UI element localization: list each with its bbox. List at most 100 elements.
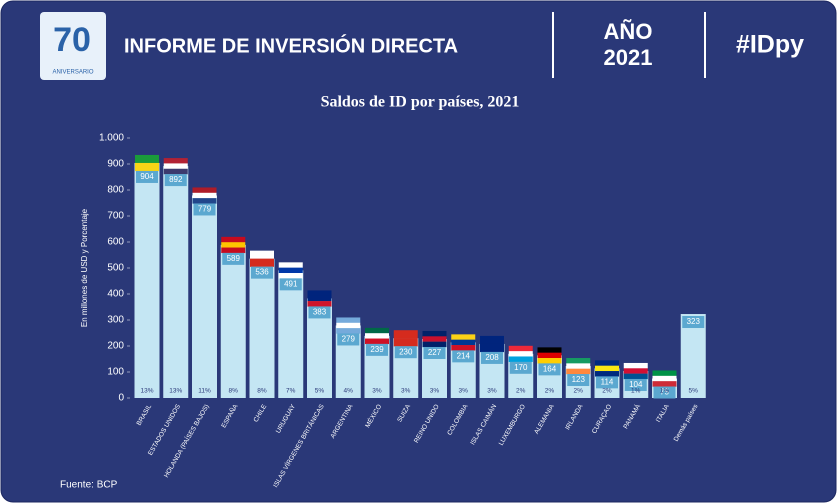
- value-label: 227: [428, 348, 442, 357]
- bar: [134, 162, 160, 398]
- share-label: 1%: [660, 388, 670, 395]
- y-tick-label: 300: [107, 315, 124, 326]
- flag: [537, 358, 562, 364]
- flag: [163, 163, 188, 169]
- flag: [623, 373, 648, 380]
- flag: [307, 290, 332, 296]
- value-label-box: [279, 278, 302, 291]
- share-label: 8%: [229, 388, 239, 395]
- logo-text: ANIVERSARIO: [52, 70, 93, 76]
- share-label: 2%: [574, 388, 584, 395]
- flag: [192, 198, 217, 204]
- share-label: 3%: [430, 388, 440, 395]
- flag: [336, 317, 361, 323]
- value-label-box: [394, 346, 417, 359]
- hashtag: #IDpy: [736, 31, 804, 59]
- value-label-box: [682, 316, 705, 329]
- year: 2021: [604, 45, 653, 70]
- value-label: 214: [457, 351, 471, 360]
- flag: [365, 338, 389, 345]
- y-tick-label: 700: [107, 211, 124, 222]
- value-label: 904: [140, 172, 154, 181]
- logo-number: 70: [53, 21, 91, 59]
- flag: [393, 330, 418, 339]
- flag: [480, 343, 504, 353]
- flag: [135, 154, 159, 164]
- bar: [220, 244, 246, 398]
- header-title: INFORME DE INVERSIÓN DIRECTA: [124, 33, 458, 57]
- value-label-box: [193, 203, 216, 216]
- flag: [652, 370, 677, 377]
- value-label-box: [423, 346, 446, 359]
- bar: [192, 195, 217, 398]
- flag: [566, 358, 591, 364]
- value-label-box: [509, 361, 532, 374]
- flag: [163, 158, 188, 164]
- flag: [451, 334, 476, 340]
- flag: [163, 168, 188, 175]
- flag: [508, 351, 533, 357]
- flag: [135, 162, 159, 172]
- value-label: 892: [169, 175, 183, 184]
- y-tick-label: 1.000: [99, 133, 124, 144]
- flag: [422, 336, 447, 342]
- y-tick-label: 500: [107, 263, 124, 274]
- value-label: 75: [660, 388, 669, 397]
- value-label-box: [596, 376, 618, 389]
- flag: [508, 356, 533, 362]
- flag: [336, 322, 361, 329]
- flag: [652, 381, 677, 387]
- year-label: AÑO: [604, 19, 653, 44]
- value-label: 123: [572, 375, 586, 384]
- value-label-box: [164, 174, 187, 187]
- flag: [278, 262, 303, 268]
- value-label-box: [366, 343, 388, 356]
- value-label: 779: [198, 205, 212, 214]
- flag: [221, 236, 246, 243]
- value-label-box: [538, 363, 561, 376]
- value-label: 536: [255, 268, 269, 277]
- flag: [451, 339, 476, 346]
- y-tick-label: 400: [107, 289, 124, 300]
- value-label: 589: [227, 254, 241, 263]
- flag: [393, 338, 418, 347]
- value-label: 279: [342, 335, 356, 344]
- share-label: 3%: [401, 388, 411, 395]
- share-label: 7%: [286, 388, 296, 395]
- y-tick-label: 900: [107, 159, 124, 170]
- flag: [365, 333, 389, 339]
- y-tick-label: 100: [107, 367, 124, 378]
- share-label: 13%: [140, 388, 153, 395]
- share-label: 5%: [315, 388, 325, 395]
- flag: [566, 368, 591, 375]
- chart-title: Saldos de ID por países, 2021: [321, 94, 520, 111]
- value-label: 208: [485, 353, 499, 362]
- flag: [307, 301, 332, 307]
- flag: [422, 330, 447, 337]
- flag: [221, 247, 246, 254]
- flag: [623, 362, 648, 369]
- flag: [307, 295, 332, 302]
- value-label: 323: [687, 317, 701, 326]
- share-label: 2%: [545, 388, 555, 395]
- flag: [250, 250, 274, 259]
- flag: [278, 267, 303, 274]
- flag: [451, 345, 476, 351]
- flag: [537, 347, 562, 353]
- value-label-box: [136, 170, 158, 183]
- source: Fuente: BCP: [60, 480, 118, 491]
- value-label: 230: [399, 347, 413, 356]
- flag: [422, 341, 447, 348]
- y-tick-label: 800: [107, 185, 124, 196]
- share-label: 4%: [344, 388, 354, 395]
- value-label: 164: [543, 364, 557, 373]
- flag: [566, 363, 591, 369]
- flag: [336, 328, 361, 334]
- flag: [480, 335, 504, 345]
- logo: [40, 12, 106, 80]
- flag: [365, 327, 389, 334]
- y-tick-label: 600: [107, 237, 124, 248]
- value-label: 383: [313, 308, 327, 317]
